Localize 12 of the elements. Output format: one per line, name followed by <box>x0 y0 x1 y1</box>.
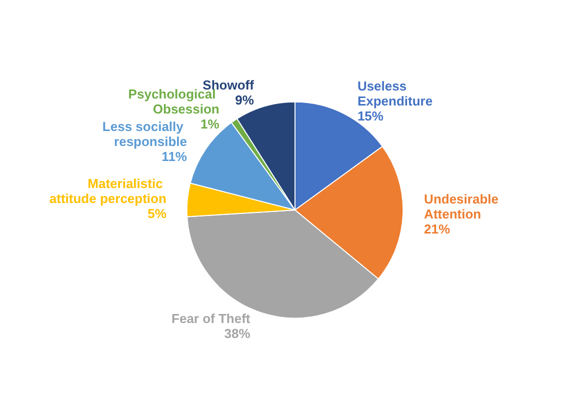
slice-label: Fear of Theft <box>172 311 251 326</box>
data-label: 21% <box>424 221 451 236</box>
slice-label: Undesirable Attention <box>424 191 502 222</box>
slice-label: Less socially responsible <box>102 118 187 149</box>
data-label: 9% <box>235 92 254 108</box>
slice-label: Useless Expenditure <box>357 78 433 109</box>
data-label: 5% <box>148 206 167 222</box>
data-label: 15% <box>357 108 384 124</box>
data-label: 38% <box>224 326 251 342</box>
data-label: 11% <box>162 148 188 164</box>
slice-label: Materialistic attitude perception <box>49 176 166 206</box>
data-label: 1% <box>200 116 220 132</box>
